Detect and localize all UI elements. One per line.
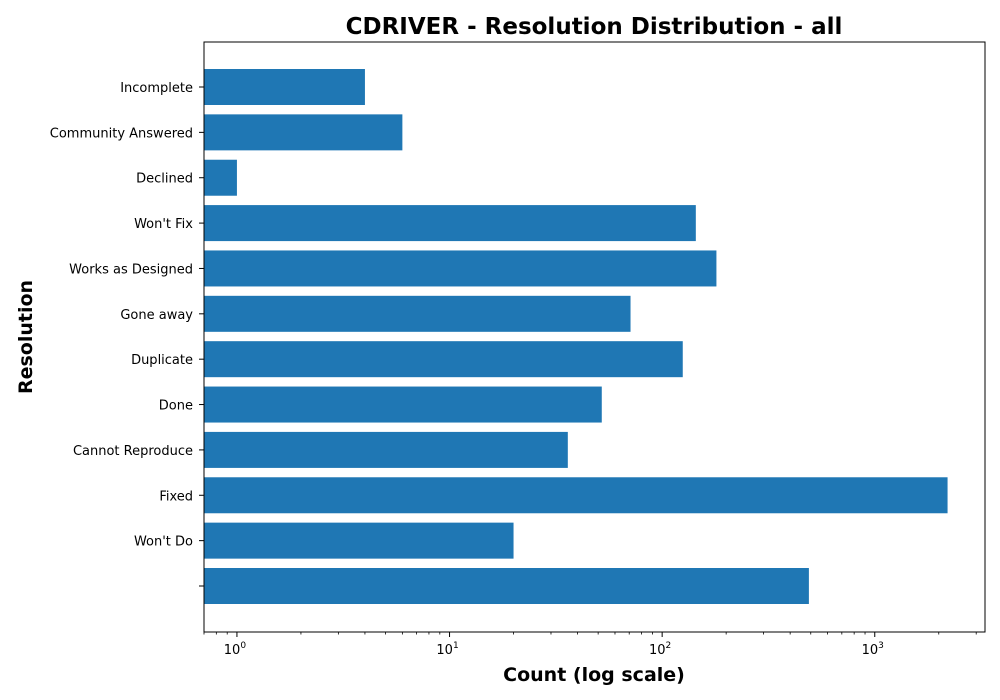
- bar-works-as-designed: [204, 250, 717, 287]
- y-tick-label: Cannot Reproduce: [73, 444, 193, 459]
- x-tick-label: 103: [862, 641, 884, 658]
- y-tick-label: Works as Designed: [69, 262, 193, 277]
- y-tick-label: Fixed: [159, 489, 193, 504]
- y-tick-label: Gone away: [120, 308, 193, 323]
- x-tick-label: 100: [224, 641, 247, 658]
- y-tick-label: Done: [159, 399, 193, 414]
- bar-community-answered: [204, 114, 403, 151]
- bar-duplicate: [204, 341, 683, 378]
- bar-won-t-do: [204, 522, 514, 559]
- y-axis-label: Resolution: [15, 280, 37, 394]
- x-axis-label: Count (log scale): [503, 664, 685, 686]
- chart-title: CDRIVER - Resolution Distribution - all: [346, 14, 843, 40]
- plot-frame: [203, 41, 986, 633]
- bar-declined: [204, 159, 237, 196]
- bar-fixed: [204, 477, 948, 514]
- bar-done: [204, 386, 602, 423]
- bar-gone-away: [204, 295, 631, 332]
- y-tick-label: Incomplete: [120, 81, 193, 96]
- x-tick-label: 101: [436, 641, 458, 658]
- bar-won-t-fix: [204, 205, 696, 242]
- y-tick-label: Duplicate: [131, 353, 193, 368]
- bars-group: [204, 69, 948, 604]
- y-tick-label: Won't Fix: [134, 217, 193, 232]
- y-tick-label: Declined: [136, 172, 193, 187]
- bar-incomplete: [204, 69, 365, 105]
- x-tick-label: 102: [649, 641, 671, 658]
- bar-blank: [204, 568, 809, 604]
- x-axis-ticks: 100 101 102 103: [203, 632, 977, 658]
- y-axis-ticks: Won't Do Fixed Cannot Reproduce Done Duplica…: [50, 81, 204, 587]
- y-tick-label: Won't Do: [134, 535, 193, 550]
- y-tick-label: Community Answered: [50, 126, 193, 141]
- bar-cannot-reproduce: [204, 431, 568, 468]
